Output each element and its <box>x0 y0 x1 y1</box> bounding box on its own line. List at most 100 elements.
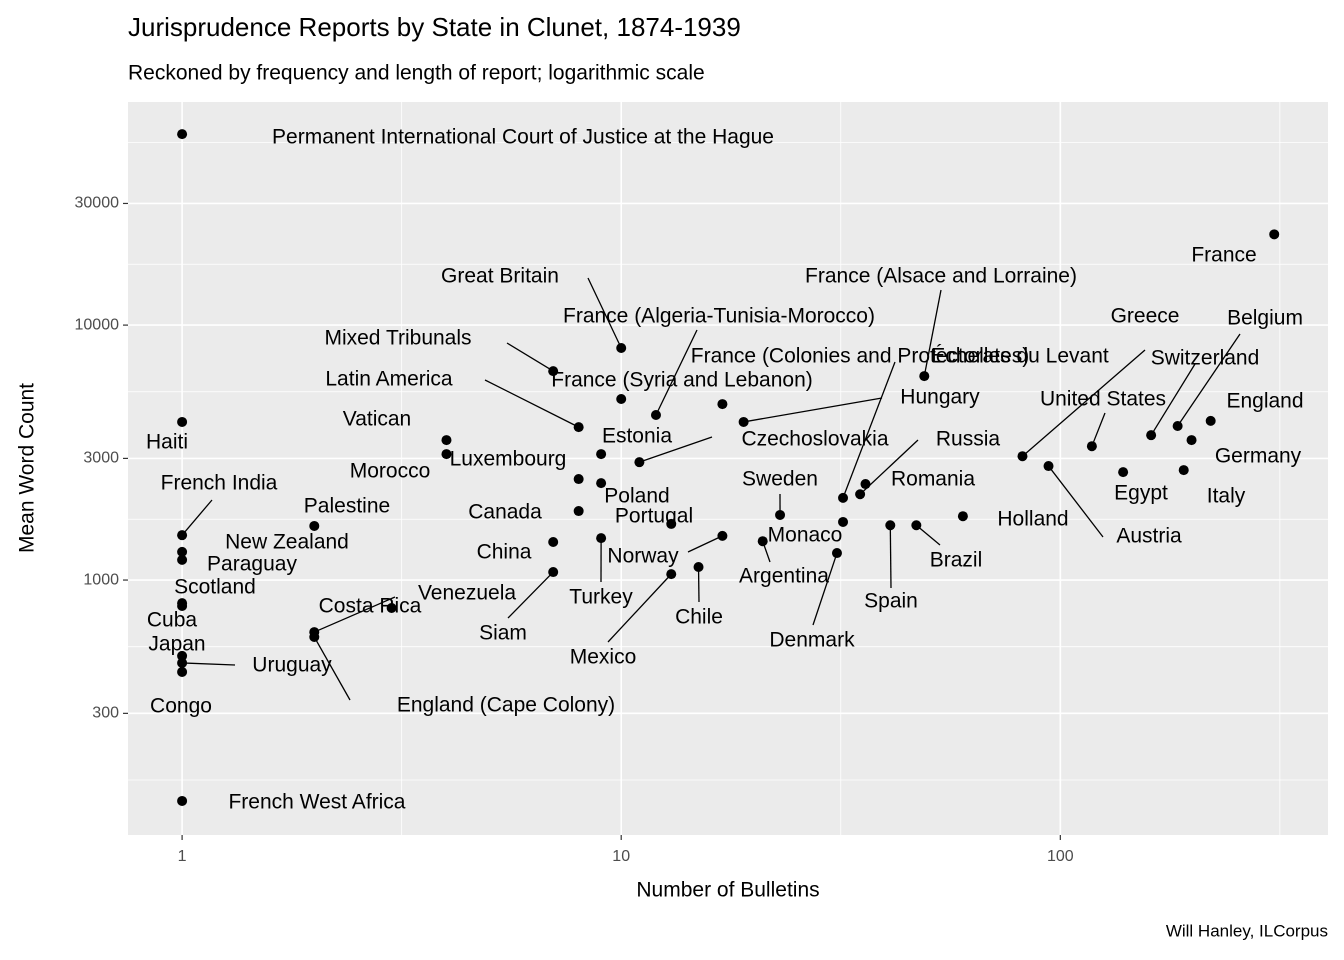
leader-line <box>506 342 554 372</box>
point-label: Estonia <box>602 425 672 448</box>
point-label: United States <box>1040 388 1166 411</box>
leader-line <box>607 573 672 643</box>
point-label: Poland <box>604 485 669 508</box>
point-label: Romania <box>891 468 975 491</box>
chart-subtitle: Reckoned by frequency and length of repo… <box>128 62 705 85</box>
leader-line <box>743 397 883 423</box>
point-label: Cuba <box>147 609 198 632</box>
point-label: Belgium <box>1227 307 1303 330</box>
point <box>1086 441 1097 452</box>
point-label: France <box>1191 244 1256 267</box>
point <box>1172 421 1183 432</box>
point <box>616 343 627 354</box>
x-axis-label: Number of Bulletins <box>636 879 819 902</box>
point-label: Greece <box>1111 305 1180 328</box>
point <box>309 520 320 531</box>
leader-line <box>1150 363 1196 436</box>
leader-line <box>1091 412 1106 447</box>
point-label: Canada <box>468 501 542 524</box>
point-label: Argentina <box>739 565 829 588</box>
point-label: Japan <box>148 633 205 656</box>
point-label: Holland <box>997 508 1068 531</box>
point <box>177 129 188 140</box>
point-label: Turkey <box>569 586 633 609</box>
point-label: France (Alsace and Lorraine) <box>805 265 1077 288</box>
point-label: French West Africa <box>228 791 405 814</box>
point <box>1017 451 1028 462</box>
point <box>838 492 849 503</box>
point <box>1178 465 1189 476</box>
point-label: New Zealand <box>225 531 349 554</box>
leader-line <box>1022 349 1146 457</box>
leader-line <box>1048 465 1104 538</box>
point-label: Portugal <box>615 505 693 528</box>
point-label: England (Cape Colony) <box>397 694 615 717</box>
leader-line <box>1177 333 1241 427</box>
point-label: Mixed Tribunals <box>324 327 471 350</box>
point <box>177 416 188 427</box>
point <box>309 631 320 642</box>
point <box>911 520 922 531</box>
leader-line <box>181 499 213 536</box>
leader-line <box>639 436 713 463</box>
point <box>596 478 607 489</box>
point-label: Austria <box>1116 525 1182 548</box>
point-label: Morocco <box>350 460 431 483</box>
point-label: French India <box>161 472 278 495</box>
point-label: Vatican <box>343 408 412 431</box>
point-label: Luxembourg <box>450 448 567 471</box>
point <box>1118 467 1129 478</box>
point-label: Spain <box>864 590 918 613</box>
point <box>666 569 677 580</box>
leader-line <box>915 524 941 546</box>
point <box>596 533 607 544</box>
leader-line <box>889 525 892 589</box>
point-label: Hungary <box>900 386 980 409</box>
point-label: Chile <box>675 606 723 629</box>
point <box>666 518 677 529</box>
point <box>441 435 452 446</box>
leader-line <box>655 329 698 416</box>
x-tick-label: 100 <box>1047 848 1074 865</box>
point <box>634 457 645 468</box>
point-label: Italy <box>1207 485 1246 508</box>
point <box>1146 430 1157 441</box>
point <box>548 567 559 578</box>
leader-line <box>182 662 236 666</box>
point <box>1269 229 1280 240</box>
y-tick-label: 1000 <box>83 571 119 588</box>
leader-line <box>507 571 554 619</box>
point <box>717 399 728 410</box>
point <box>693 562 704 573</box>
y-tick-label: 3000 <box>83 450 119 467</box>
point-label: Brazil <box>930 549 983 572</box>
caption: Will Hanley, ILCorpus <box>1166 921 1328 940</box>
point-label: Scotland <box>174 576 256 599</box>
point <box>573 506 584 517</box>
point-label: Monaco <box>768 524 843 547</box>
leader-line <box>313 636 351 701</box>
point-label: China <box>477 541 532 564</box>
point <box>885 520 896 531</box>
point-label: Haiti <box>146 431 188 454</box>
point <box>177 554 188 565</box>
point <box>831 548 842 559</box>
point-label: Siam <box>479 622 527 645</box>
point <box>855 489 866 500</box>
y-tick-label: 30000 <box>75 195 120 212</box>
point <box>177 530 188 541</box>
point-label: Mexico <box>570 646 637 669</box>
point-label: Norway <box>607 545 679 568</box>
point <box>177 795 188 806</box>
x-tick-label: 10 <box>612 848 630 865</box>
point <box>548 366 559 377</box>
panel <box>128 102 1328 835</box>
point-label: Sweden <box>742 468 818 491</box>
point <box>919 371 930 382</box>
point <box>177 657 188 668</box>
point-label: Échelles du Levant <box>931 345 1109 368</box>
point <box>775 509 786 520</box>
point-label: Latin America <box>325 368 453 391</box>
point <box>177 601 188 612</box>
